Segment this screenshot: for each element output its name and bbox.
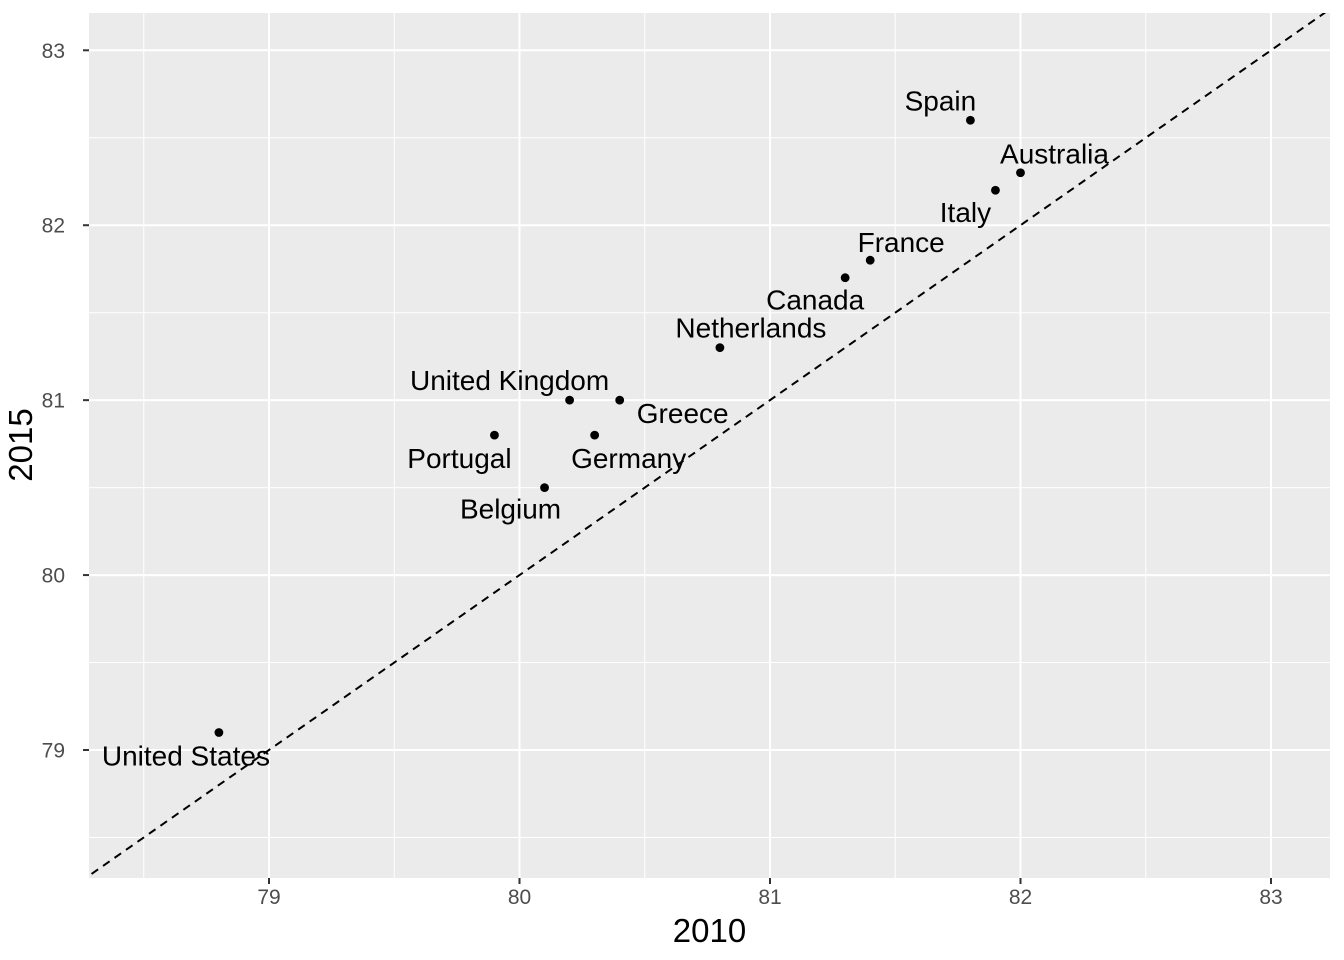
y-tick-label: 79 <box>42 740 65 763</box>
y-axis-title: 2015 <box>2 408 39 482</box>
x-tick-label: 80 <box>508 886 531 909</box>
point-label: Canada <box>766 285 865 316</box>
point-label: Germany <box>571 443 686 474</box>
y-tick-label: 82 <box>42 215 65 238</box>
y-tick-label: 83 <box>42 40 65 63</box>
point-label: Italy <box>940 197 991 228</box>
identity-reference-line <box>89 13 1327 877</box>
data-point <box>214 728 224 737</box>
x-tick-label: 82 <box>1009 886 1032 909</box>
data-point <box>615 395 625 405</box>
point-label: France <box>858 227 945 258</box>
point-label: Portugal <box>407 443 511 474</box>
y-tick-label: 81 <box>42 390 65 413</box>
point-label: Greece <box>637 398 729 429</box>
x-axis-title: 2010 <box>672 912 747 949</box>
point-label: United States <box>102 741 270 772</box>
plot-panel <box>89 13 1330 878</box>
point-label: Belgium <box>460 494 561 525</box>
data-point <box>590 430 600 440</box>
data-point <box>991 185 1000 195</box>
data-point <box>490 430 499 440</box>
point-label: Spain <box>905 85 977 116</box>
point-label: United Kingdom <box>410 365 609 396</box>
data-point <box>865 255 875 265</box>
y-tick-label: 80 <box>42 565 65 588</box>
x-tick-label: 81 <box>758 886 781 909</box>
data-point <box>715 343 725 353</box>
point-label: Australia <box>1000 139 1109 170</box>
data-point <box>966 115 975 125</box>
point-label: Netherlands <box>675 313 826 344</box>
x-tick-label: 79 <box>257 886 280 909</box>
data-point <box>840 273 850 283</box>
data-point <box>565 395 574 405</box>
data-point <box>1016 168 1025 178</box>
data-point <box>540 483 549 493</box>
x-tick-label: 83 <box>1259 886 1282 909</box>
